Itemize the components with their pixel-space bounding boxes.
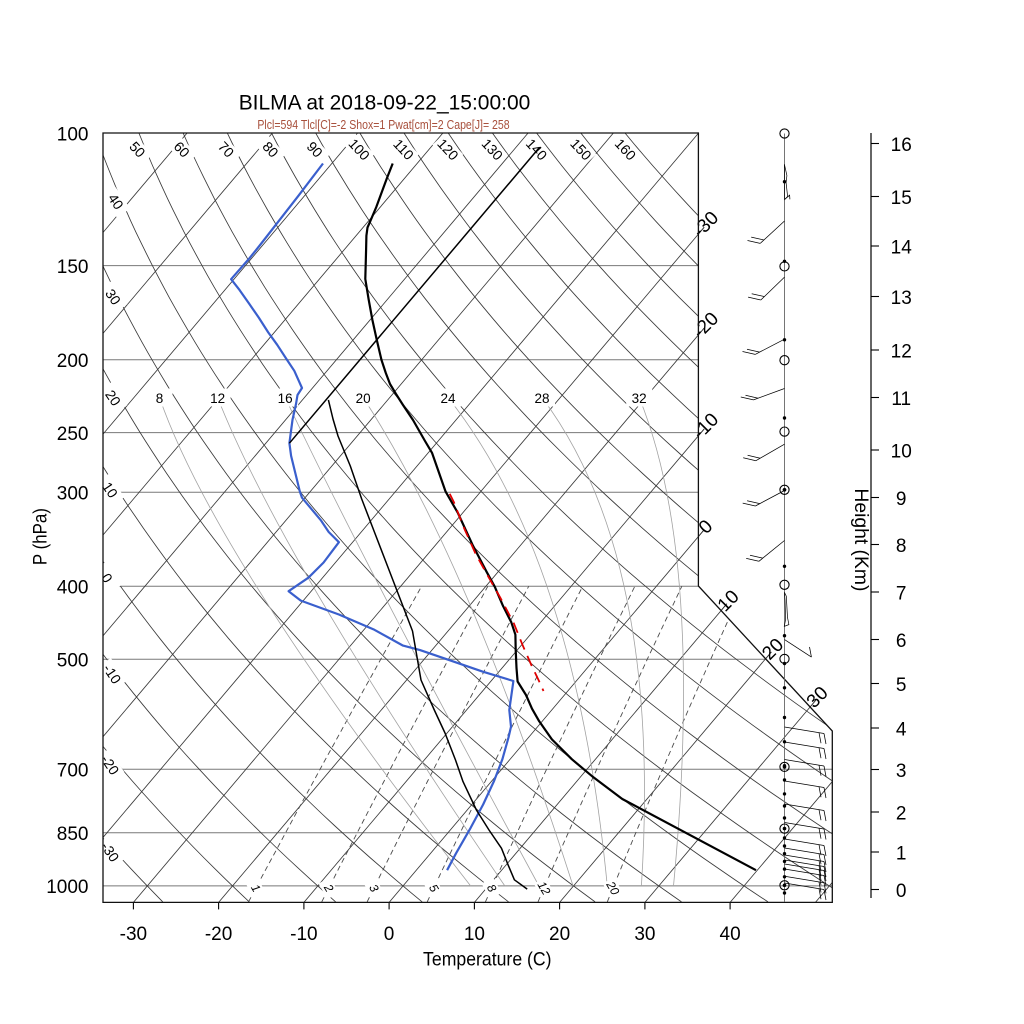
svg-text:5: 5 xyxy=(896,675,907,696)
svg-text:8: 8 xyxy=(156,391,164,406)
svg-text:700: 700 xyxy=(57,761,89,782)
svg-text:30: 30 xyxy=(634,924,655,945)
svg-text:30: 30 xyxy=(102,286,124,308)
svg-text:Plcl=594 Tlcl[C]=-2 Shox=1 Pwa: Plcl=594 Tlcl[C]=-2 Shox=1 Pwat[cm]=2 Ca… xyxy=(257,118,509,132)
svg-text:BILMA at 2018-09-22_15:00:00: BILMA at 2018-09-22_15:00:00 xyxy=(239,91,531,115)
svg-text:15: 15 xyxy=(891,188,912,209)
svg-text:20: 20 xyxy=(102,387,124,409)
svg-text:12: 12 xyxy=(534,879,553,898)
svg-text:14: 14 xyxy=(891,237,913,258)
svg-text:850: 850 xyxy=(57,824,89,845)
svg-text:10: 10 xyxy=(464,924,485,945)
svg-text:7: 7 xyxy=(896,583,907,604)
svg-text:500: 500 xyxy=(57,651,89,672)
svg-text:1000: 1000 xyxy=(46,877,88,898)
svg-text:0: 0 xyxy=(896,881,907,902)
svg-text:250: 250 xyxy=(57,424,89,445)
svg-text:P (hPa): P (hPa) xyxy=(31,508,52,565)
svg-text:-20: -20 xyxy=(205,924,232,945)
svg-text:-30: -30 xyxy=(120,924,147,945)
svg-text:3: 3 xyxy=(896,761,907,782)
svg-text:400: 400 xyxy=(57,578,89,599)
svg-text:40: 40 xyxy=(720,924,741,945)
svg-text:2: 2 xyxy=(896,803,907,824)
svg-text:1: 1 xyxy=(896,843,907,864)
svg-text:200: 200 xyxy=(57,351,89,372)
svg-text:Temperature (C): Temperature (C) xyxy=(423,950,552,971)
svg-text:10: 10 xyxy=(99,479,121,501)
svg-text:20: 20 xyxy=(549,924,570,945)
svg-text:16: 16 xyxy=(278,391,293,406)
svg-text:13: 13 xyxy=(891,288,912,309)
svg-text:150: 150 xyxy=(57,257,89,278)
svg-text:16: 16 xyxy=(891,135,912,156)
svg-text:0: 0 xyxy=(384,924,395,945)
svg-text:32: 32 xyxy=(632,391,647,406)
svg-text:Height (Km): Height (Km) xyxy=(850,488,871,591)
svg-text:100: 100 xyxy=(57,124,89,145)
svg-text:6: 6 xyxy=(896,631,907,652)
svg-text:9: 9 xyxy=(896,489,907,510)
svg-text:28: 28 xyxy=(534,391,549,406)
svg-text:40: 40 xyxy=(105,191,127,213)
svg-text:10: 10 xyxy=(891,441,912,462)
svg-text:20: 20 xyxy=(356,391,371,406)
svg-text:300: 300 xyxy=(57,484,89,505)
svg-text:8: 8 xyxy=(896,536,907,557)
svg-text:12: 12 xyxy=(891,341,912,362)
svg-text:12: 12 xyxy=(210,391,225,406)
svg-text:20: 20 xyxy=(603,878,622,898)
svg-text:11: 11 xyxy=(891,389,911,410)
svg-text:24: 24 xyxy=(440,391,456,406)
svg-text:4: 4 xyxy=(896,719,907,740)
svg-text:-10: -10 xyxy=(290,924,317,945)
